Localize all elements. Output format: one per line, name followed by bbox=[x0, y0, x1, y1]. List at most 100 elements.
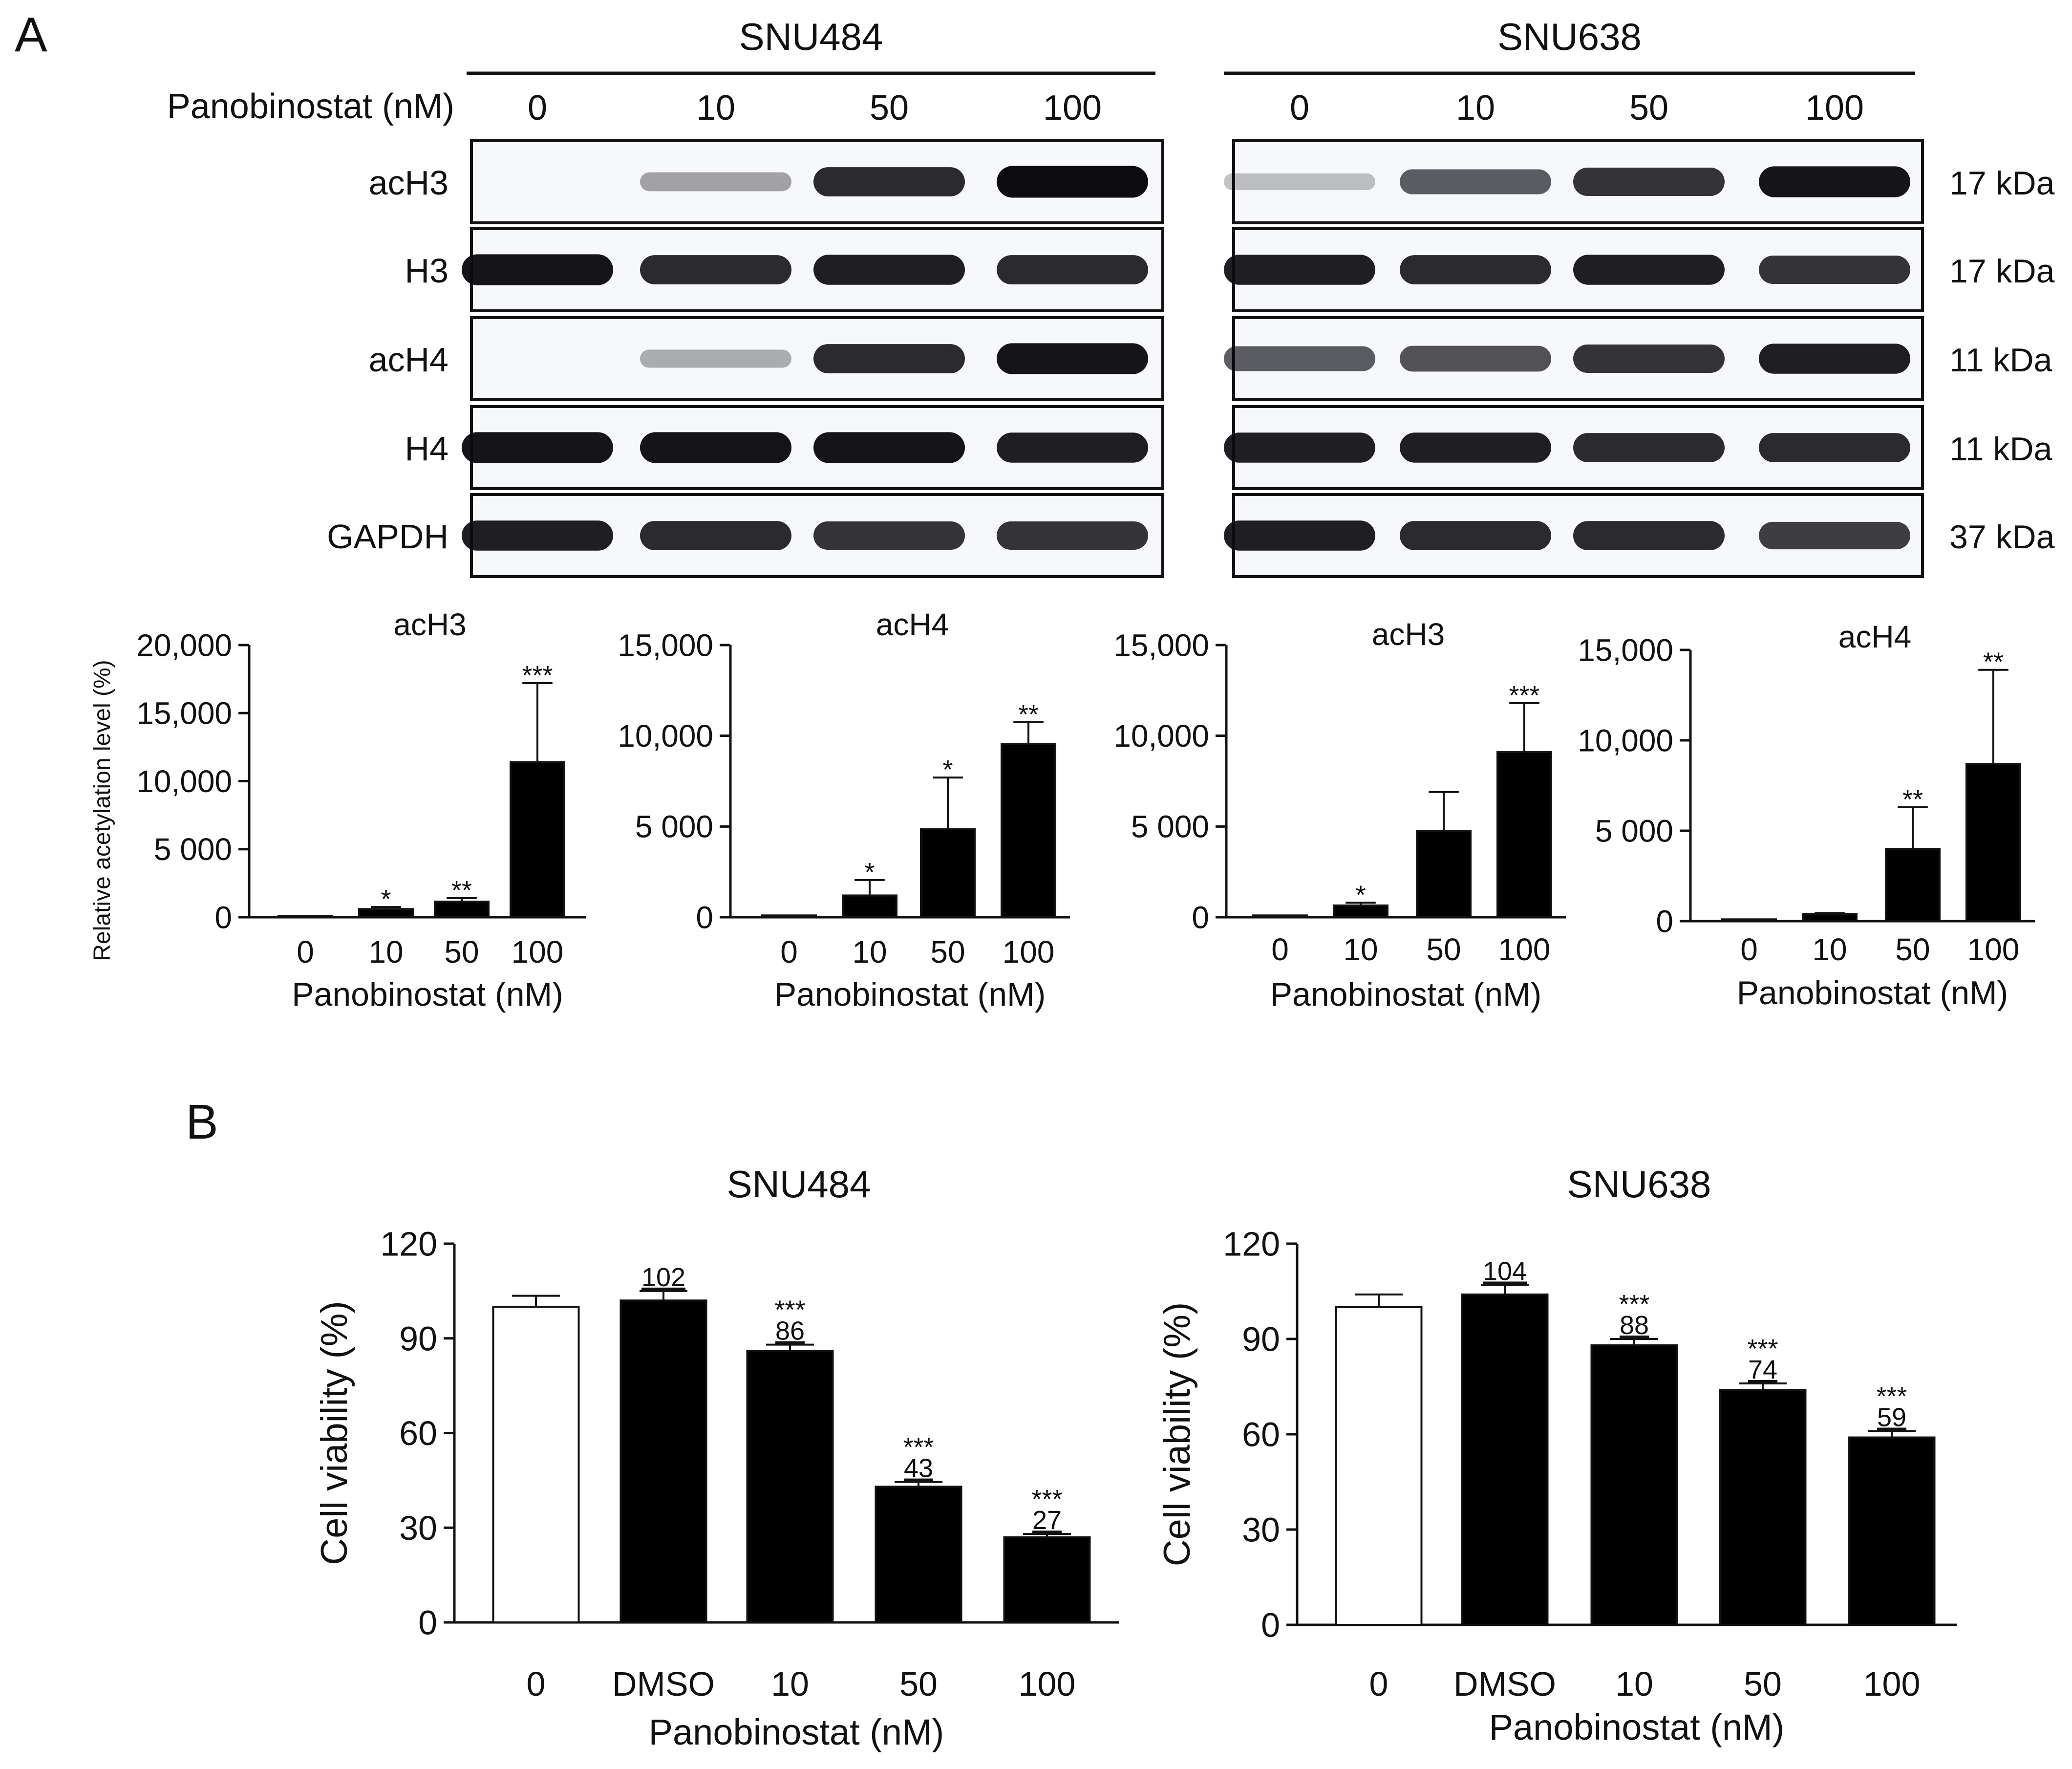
x-tick-label: 100 bbox=[1863, 1665, 1921, 1703]
blot-band bbox=[997, 255, 1148, 284]
x-tick-label: 10 bbox=[771, 1665, 809, 1703]
blot-band bbox=[1224, 255, 1375, 285]
bar bbox=[746, 1350, 834, 1623]
x-axis-label: Panobinostat (nM) bbox=[292, 976, 563, 1013]
bar bbox=[1496, 751, 1552, 918]
molecular-weight-label: 17 kDa bbox=[1949, 253, 2055, 290]
blot-band bbox=[1573, 168, 1725, 196]
y-tick-label: 5 000 bbox=[1595, 813, 1673, 848]
y-tick-label: 15,000 bbox=[618, 627, 713, 663]
x-tick-label: 100 bbox=[1498, 932, 1551, 967]
dose-label: 0 bbox=[528, 88, 547, 128]
y-tick-label: 15,000 bbox=[1578, 632, 1673, 668]
protein-label: acH3 bbox=[369, 164, 449, 202]
blot-band bbox=[1400, 432, 1551, 463]
bar bbox=[1252, 914, 1308, 918]
y-tick-label: 5 000 bbox=[154, 832, 232, 867]
blot-band bbox=[813, 344, 965, 373]
blot-band bbox=[640, 432, 791, 463]
significance-marker: ** bbox=[1902, 785, 1923, 814]
x-tick-label: 50 bbox=[930, 934, 965, 970]
blot-band bbox=[1759, 433, 1910, 462]
y-tick-label: 10,000 bbox=[136, 764, 232, 799]
blot-band bbox=[997, 166, 1148, 198]
x-axis-label: Panobinostat (nM) bbox=[774, 976, 1046, 1013]
protein-label: H3 bbox=[405, 252, 449, 290]
data-label: 86 bbox=[775, 1316, 805, 1346]
x-tick-label: DMSO bbox=[1453, 1665, 1556, 1703]
x-tick-label: 100 bbox=[1019, 1665, 1076, 1703]
y-tick-label: 30 bbox=[1242, 1511, 1280, 1549]
significance-marker: *** bbox=[903, 1433, 934, 1462]
y-tick-label: 60 bbox=[399, 1414, 437, 1452]
bar bbox=[510, 761, 565, 918]
significance-marker: * bbox=[942, 755, 953, 784]
protein-label: acH4 bbox=[369, 341, 449, 379]
molecular-weight-label: 11 kDa bbox=[1949, 431, 2052, 468]
chart-title: acH4 bbox=[876, 607, 949, 642]
bar-chart: 0 5 000 10,000 15,000 0 * 10 * 50 ** 100 acH4 Panobi… bbox=[618, 607, 1070, 1013]
blot-band bbox=[997, 343, 1148, 374]
blot-band bbox=[997, 521, 1148, 550]
significance-marker: *** bbox=[1747, 1334, 1778, 1363]
x-tick-label: 0 bbox=[1271, 932, 1289, 967]
blot-band bbox=[1224, 520, 1375, 551]
chart-title: acH4 bbox=[1838, 619, 1911, 654]
molecular-weight-label: 11 kDa bbox=[1949, 342, 2052, 379]
dose-label: 50 bbox=[870, 88, 909, 128]
x-tick-label: 50 bbox=[444, 934, 479, 970]
bar bbox=[875, 1486, 962, 1624]
molecular-weight-label: 37 kDa bbox=[1949, 518, 2055, 556]
x-tick-label: 50 bbox=[899, 1665, 938, 1703]
y-tick-label: 15,000 bbox=[136, 696, 232, 731]
blot-band bbox=[1400, 169, 1551, 194]
significance-marker: * bbox=[381, 884, 391, 914]
western-blot: Panobinostat (nM) SNU484 0 10 50 100 SNU638 0 10… bbox=[167, 15, 2055, 578]
blot-band bbox=[1573, 345, 1725, 373]
dose-label: 10 bbox=[696, 88, 735, 128]
bar bbox=[492, 1306, 580, 1624]
data-label: 74 bbox=[1748, 1355, 1777, 1384]
bar-chart: 0 5 000 10,000 15,000 0 10 ** 50 ** 100 acH4 Panobi… bbox=[1578, 619, 2035, 1012]
chart-title: SNU484 bbox=[727, 1163, 871, 1206]
panel-label-a: A bbox=[15, 7, 47, 62]
y-tick-label: 90 bbox=[399, 1319, 437, 1358]
y-tick-label: 30 bbox=[399, 1509, 437, 1547]
blot-band bbox=[640, 172, 791, 192]
y-tick-label: 15,000 bbox=[1113, 627, 1209, 663]
y-tick-label: 5 000 bbox=[635, 809, 713, 844]
bar-chart: 03060901200104DMSO88***1074***5059***100… bbox=[1156, 1163, 1957, 1747]
y-tick-label: 10,000 bbox=[1578, 723, 1673, 758]
dose-label: 0 bbox=[1290, 88, 1309, 128]
bar bbox=[761, 914, 817, 918]
bar bbox=[278, 915, 333, 918]
panel-label-b: B bbox=[186, 1095, 218, 1149]
y-axis-label: Cell viability (%) bbox=[314, 1301, 355, 1565]
dose-label: 10 bbox=[1456, 88, 1495, 128]
blot-band bbox=[1759, 256, 1910, 284]
y-tick-label: 0 bbox=[1261, 1606, 1280, 1644]
significance-marker: * bbox=[1355, 880, 1366, 909]
panobinostat-row-label: Panobinostat (nM) bbox=[167, 87, 454, 126]
x-tick-label: 10 bbox=[1343, 932, 1378, 967]
significance-marker: *** bbox=[522, 661, 553, 690]
data-label: 43 bbox=[904, 1454, 933, 1483]
bar bbox=[920, 828, 976, 918]
cell-line-label: SNU484 bbox=[739, 15, 883, 58]
bar bbox=[1965, 763, 2021, 922]
molecular-weight-label: 17 kDa bbox=[1949, 165, 2055, 202]
y-tick-label: 120 bbox=[380, 1225, 437, 1263]
bar-chart: 03060901200102DMSO86***1043***5027***100… bbox=[314, 1163, 1119, 1752]
bar bbox=[1590, 1344, 1678, 1626]
blot-band bbox=[1224, 432, 1375, 463]
x-tick-label: 100 bbox=[512, 934, 564, 970]
y-tick-label: 0 bbox=[418, 1604, 437, 1642]
significance-marker: * bbox=[864, 858, 875, 887]
blot-band bbox=[640, 521, 791, 550]
protein-label: GAPDH bbox=[327, 518, 449, 556]
bar bbox=[1003, 1536, 1091, 1623]
x-axis-label: Panobinostat (nM) bbox=[1489, 1707, 1785, 1747]
x-tick-label: 10 bbox=[852, 934, 887, 970]
bar bbox=[1416, 830, 1472, 919]
